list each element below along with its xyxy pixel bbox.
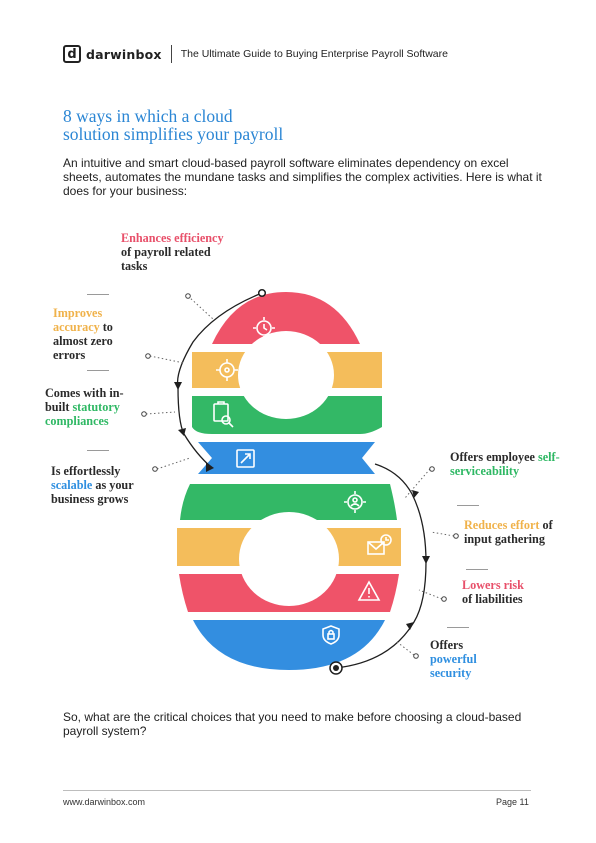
- label-separator: [457, 505, 479, 506]
- target-icon: [216, 359, 238, 381]
- arrow-head-2: [178, 428, 186, 436]
- way-label-scalable: Is effortlessly scalable as your busines…: [51, 464, 134, 506]
- band-yellow-top: [192, 352, 382, 388]
- leader-3: [145, 411, 176, 415]
- darwinbox-logo-icon: d: [63, 45, 81, 63]
- band-red-bottom: [179, 574, 399, 612]
- leader-2: [149, 355, 185, 364]
- band-blue-middle: [198, 442, 375, 474]
- way-label-risk: Lowers risk of liabilities: [462, 578, 524, 606]
- closing-paragraph: So, what are the critical choices that y…: [63, 710, 522, 738]
- warning-icon: [357, 580, 381, 601]
- intro-paragraph: An intuitive and smart cloud-based payro…: [63, 156, 542, 198]
- leader-7: [418, 589, 443, 600]
- heading-line-2: solution simplifies your payroll: [63, 124, 284, 144]
- section-heading: 8 ways in which a cloud solution simplif…: [63, 107, 283, 143]
- arc-start-dot: [257, 288, 267, 298]
- footer-website-link[interactable]: www.darwinbox.com: [63, 797, 146, 807]
- leader-8: [396, 641, 415, 656]
- header-divider: [170, 45, 172, 63]
- label-separator: [87, 370, 109, 371]
- band-green-bottom: [180, 484, 397, 520]
- gear-user-icon: [344, 491, 366, 513]
- label-separator: [87, 294, 109, 295]
- gear-clock-icon: [253, 317, 275, 339]
- eight-ways-figure: Enhances efficiency of payroll related t…: [0, 222, 596, 692]
- arrow-head-6: [406, 622, 414, 630]
- expand-icon: [236, 449, 255, 468]
- shield-lock-icon: [322, 625, 340, 645]
- arrow-head-3: [206, 462, 214, 472]
- page-number: Page 11: [496, 797, 529, 807]
- way-label-effort: Reduces effort of input gathering: [464, 518, 553, 546]
- clipboard-search-icon: [213, 401, 234, 428]
- page-header: d darwinbox The Ultimate Guide to Buying…: [63, 43, 448, 65]
- band-red-top: [212, 292, 360, 344]
- arrow-head-1: [174, 382, 182, 390]
- figure-eight-graphic: [141, 288, 459, 675]
- chart-envelope-icon: [367, 534, 392, 555]
- leader-4: [156, 457, 191, 470]
- way-label-security: Offers powerful security: [430, 638, 477, 680]
- way-label-accuracy: Improves accuracy to almost zero errors: [53, 306, 113, 362]
- heading-line-1: 8 ways in which a cloud: [63, 106, 233, 126]
- way-label-compliance: Comes with in-built statutory compliance…: [45, 386, 124, 428]
- band-yellow-bottom: [177, 528, 401, 566]
- way-label-efficiency: Enhances efficiency of payroll related t…: [121, 231, 224, 273]
- leader-6: [430, 531, 455, 537]
- way-label-self-service: Offers employee self-serviceability: [450, 450, 560, 478]
- arrow-head-4: [412, 490, 419, 498]
- label-separator: [447, 627, 469, 628]
- brand-name: darwinbox: [86, 46, 162, 62]
- leader-1: [187, 295, 214, 320]
- band-green-top: [192, 396, 382, 434]
- arrow-head-5: [422, 556, 430, 564]
- band-blue-bottom: [193, 620, 385, 670]
- label-separator: [466, 569, 488, 570]
- document-title: The Ultimate Guide to Buying Enterprise …: [180, 48, 448, 60]
- footer-divider: [63, 790, 531, 791]
- label-separator: [87, 450, 109, 451]
